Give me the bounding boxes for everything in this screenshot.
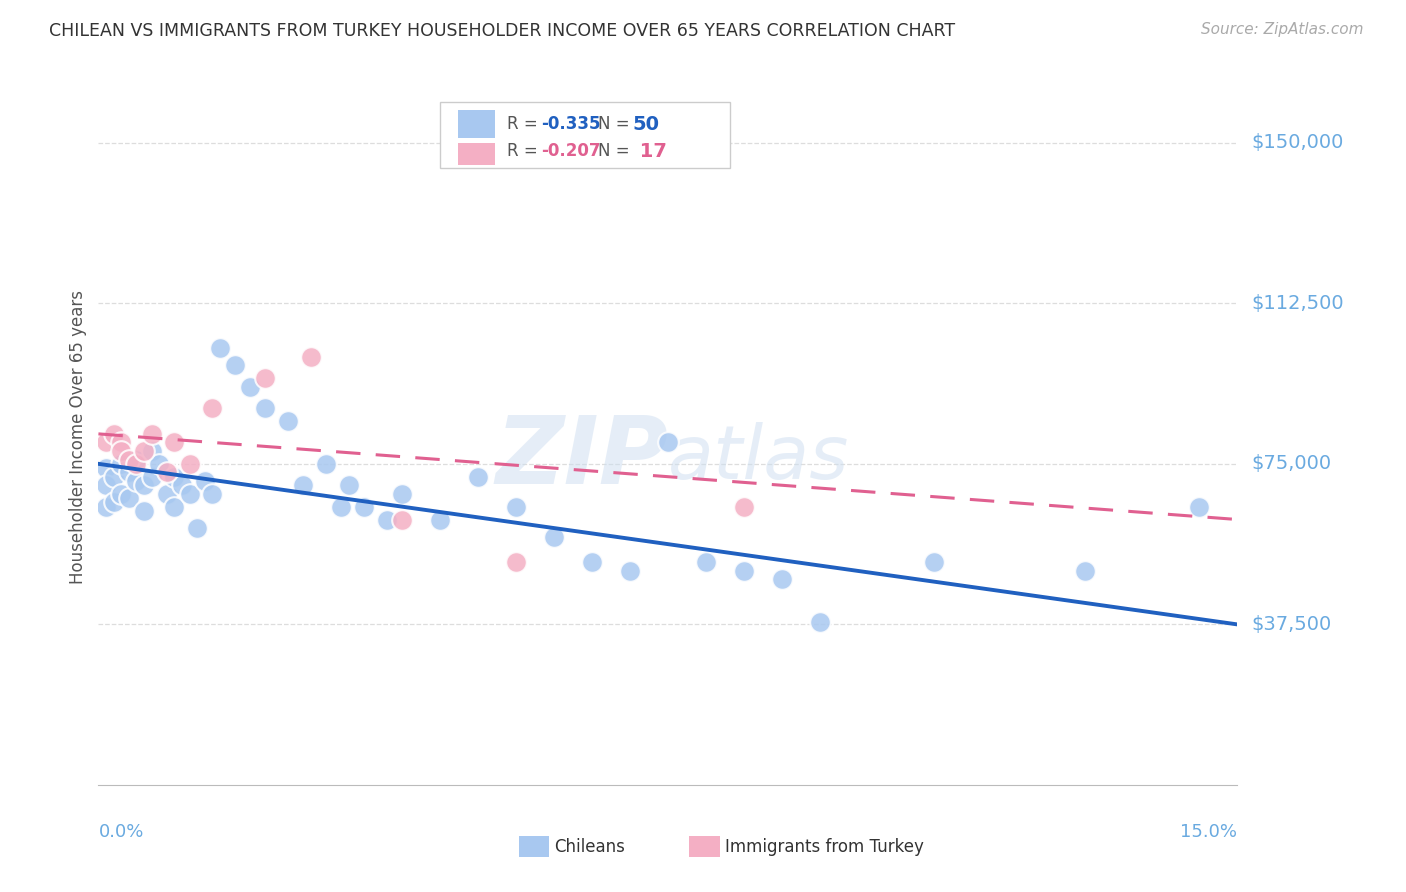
Point <box>103 469 125 483</box>
Text: 0.0%: 0.0% <box>98 823 143 841</box>
Point <box>141 426 163 441</box>
Point <box>695 555 717 569</box>
Point <box>118 466 141 480</box>
Text: $37,500: $37,500 <box>1251 615 1331 634</box>
Point <box>581 555 603 569</box>
Point <box>239 380 262 394</box>
Point <box>118 491 141 505</box>
Point <box>125 457 148 471</box>
Point <box>110 487 132 501</box>
Text: $112,500: $112,500 <box>1251 293 1344 313</box>
Point <box>505 555 527 569</box>
FancyBboxPatch shape <box>440 102 731 168</box>
Y-axis label: Householder Income Over 65 years: Householder Income Over 65 years <box>69 290 87 584</box>
Point <box>505 500 527 514</box>
Text: 50: 50 <box>633 115 659 134</box>
Point <box>1188 500 1211 514</box>
Point <box>337 478 360 492</box>
Point <box>132 504 155 518</box>
Point <box>132 478 155 492</box>
Text: -0.207: -0.207 <box>541 143 600 161</box>
Point <box>141 444 163 458</box>
Point <box>94 435 117 450</box>
Text: ZIP: ZIP <box>495 412 668 504</box>
Text: N =: N = <box>599 115 636 133</box>
Text: Chileans: Chileans <box>554 838 624 856</box>
Point <box>110 444 132 458</box>
Point <box>770 573 793 587</box>
FancyBboxPatch shape <box>458 111 495 138</box>
Text: $75,000: $75,000 <box>1251 454 1331 474</box>
Point <box>94 500 117 514</box>
Text: -0.335: -0.335 <box>541 115 600 133</box>
Point <box>208 341 231 355</box>
Point <box>110 457 132 471</box>
FancyBboxPatch shape <box>689 837 720 857</box>
Point <box>179 457 201 471</box>
Point <box>94 478 117 492</box>
Point <box>733 500 755 514</box>
Point <box>201 487 224 501</box>
Point <box>125 452 148 467</box>
Text: Immigrants from Turkey: Immigrants from Turkey <box>725 838 924 856</box>
Point <box>657 435 679 450</box>
Point <box>132 444 155 458</box>
Text: atlas: atlas <box>668 422 849 494</box>
Point <box>619 564 641 578</box>
Text: N =: N = <box>599 143 636 161</box>
Point <box>299 350 322 364</box>
FancyBboxPatch shape <box>458 143 495 165</box>
Point <box>110 435 132 450</box>
Text: $150,000: $150,000 <box>1251 133 1344 153</box>
Text: Source: ZipAtlas.com: Source: ZipAtlas.com <box>1201 22 1364 37</box>
Point <box>315 457 337 471</box>
Point <box>194 474 217 488</box>
Point <box>391 512 413 526</box>
Point <box>156 487 179 501</box>
Point <box>201 401 224 416</box>
Point <box>163 500 186 514</box>
Point <box>170 478 193 492</box>
Point <box>375 512 398 526</box>
Point <box>353 500 375 514</box>
Point <box>922 555 945 569</box>
Point <box>103 426 125 441</box>
Point <box>467 469 489 483</box>
Point <box>277 414 299 428</box>
Point <box>179 487 201 501</box>
Point <box>94 461 117 475</box>
Point <box>186 521 208 535</box>
Point <box>543 530 565 544</box>
Point <box>733 564 755 578</box>
Point <box>292 478 315 492</box>
Point <box>254 401 277 416</box>
Point <box>254 371 277 385</box>
Point <box>163 435 186 450</box>
Point <box>808 615 831 630</box>
Point <box>103 495 125 509</box>
Point <box>148 457 170 471</box>
Point <box>330 500 353 514</box>
Point <box>156 466 179 480</box>
Point <box>224 359 246 373</box>
Point <box>429 512 451 526</box>
Text: CHILEAN VS IMMIGRANTS FROM TURKEY HOUSEHOLDER INCOME OVER 65 YEARS CORRELATION C: CHILEAN VS IMMIGRANTS FROM TURKEY HOUSEH… <box>49 22 955 40</box>
Point <box>118 452 141 467</box>
Point <box>1074 564 1097 578</box>
Text: R =: R = <box>508 143 543 161</box>
Point <box>125 474 148 488</box>
Text: 17: 17 <box>633 142 666 161</box>
Point <box>391 487 413 501</box>
Point <box>141 469 163 483</box>
Text: 15.0%: 15.0% <box>1180 823 1237 841</box>
Point <box>163 469 186 483</box>
FancyBboxPatch shape <box>519 837 550 857</box>
Text: R =: R = <box>508 115 543 133</box>
